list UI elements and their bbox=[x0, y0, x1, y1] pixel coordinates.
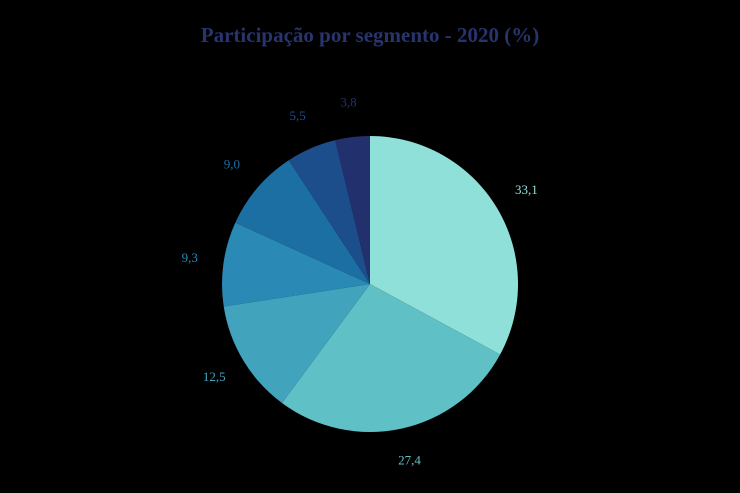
pie-slice bbox=[281, 284, 501, 433]
pie-slice bbox=[288, 140, 370, 284]
data-label: 9,0 bbox=[224, 157, 240, 172]
data-label: 9,3 bbox=[182, 250, 198, 265]
data-label: 33,1 bbox=[515, 182, 538, 197]
data-label: 3,8 bbox=[340, 94, 356, 109]
pie-slice bbox=[335, 136, 370, 284]
pie-slice bbox=[235, 160, 370, 284]
pie-slice bbox=[223, 284, 370, 403]
data-label: 12,5 bbox=[203, 369, 226, 384]
data-label: 5,5 bbox=[289, 108, 305, 123]
chart-title: Participação por segmento - 2020 (%) bbox=[201, 23, 539, 47]
data-label: 27,4 bbox=[398, 453, 421, 468]
pie-slice bbox=[222, 222, 370, 307]
pie-slice bbox=[370, 136, 518, 355]
